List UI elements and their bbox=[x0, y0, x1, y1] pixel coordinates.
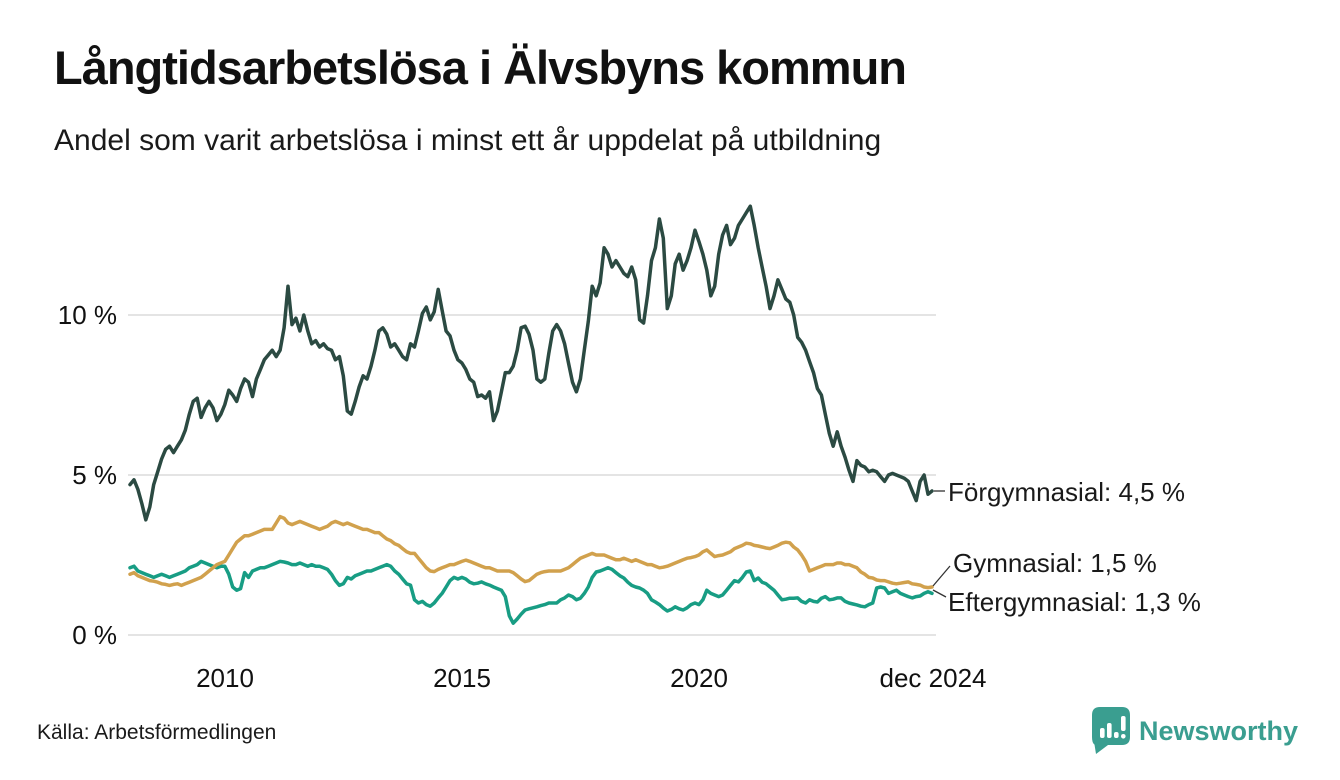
y-tick-10: 10 % bbox=[57, 300, 117, 330]
page-title: Långtidsarbetslösa i Älvsbyns kommun bbox=[54, 41, 907, 94]
y-tick-0: 0 % bbox=[72, 620, 117, 650]
source-credit: Källa: Arbetsförmedlingen bbox=[37, 721, 277, 744]
newsworthy-wordmark: Newsworthy bbox=[1138, 715, 1298, 746]
series-label-forgymnasial: Förgymnasial: 4,5 % bbox=[948, 477, 1185, 507]
x-tick-2020: 2020 bbox=[670, 663, 728, 693]
connector-line bbox=[932, 565, 951, 587]
series-line-förgymnasial bbox=[128, 204, 934, 522]
label-connector-lines bbox=[932, 490, 951, 598]
x-tick-2010: 2010 bbox=[196, 663, 254, 693]
series-line-eftergymnasial bbox=[128, 559, 934, 625]
x-tick-dec-2024: dec 2024 bbox=[879, 663, 987, 693]
series-label-gymnasial: Gymnasial: 1,5 % bbox=[953, 548, 1157, 578]
newsworthy-logo: Newsworthy bbox=[1091, 706, 1298, 755]
connector-line bbox=[932, 589, 947, 598]
y-tick-5: 5 % bbox=[72, 460, 117, 490]
page-subtitle: Andel som varit arbetslösa i minst ett å… bbox=[54, 124, 882, 157]
series-label-eftergymnasial: Eftergymnasial: 1,3 % bbox=[948, 587, 1201, 617]
gridlines bbox=[128, 314, 936, 636]
series-lines bbox=[128, 204, 934, 625]
x-tick-2015: 2015 bbox=[433, 663, 491, 693]
series-line-gymnasial bbox=[128, 514, 934, 590]
newsworthy-logo-icon bbox=[1091, 706, 1131, 755]
